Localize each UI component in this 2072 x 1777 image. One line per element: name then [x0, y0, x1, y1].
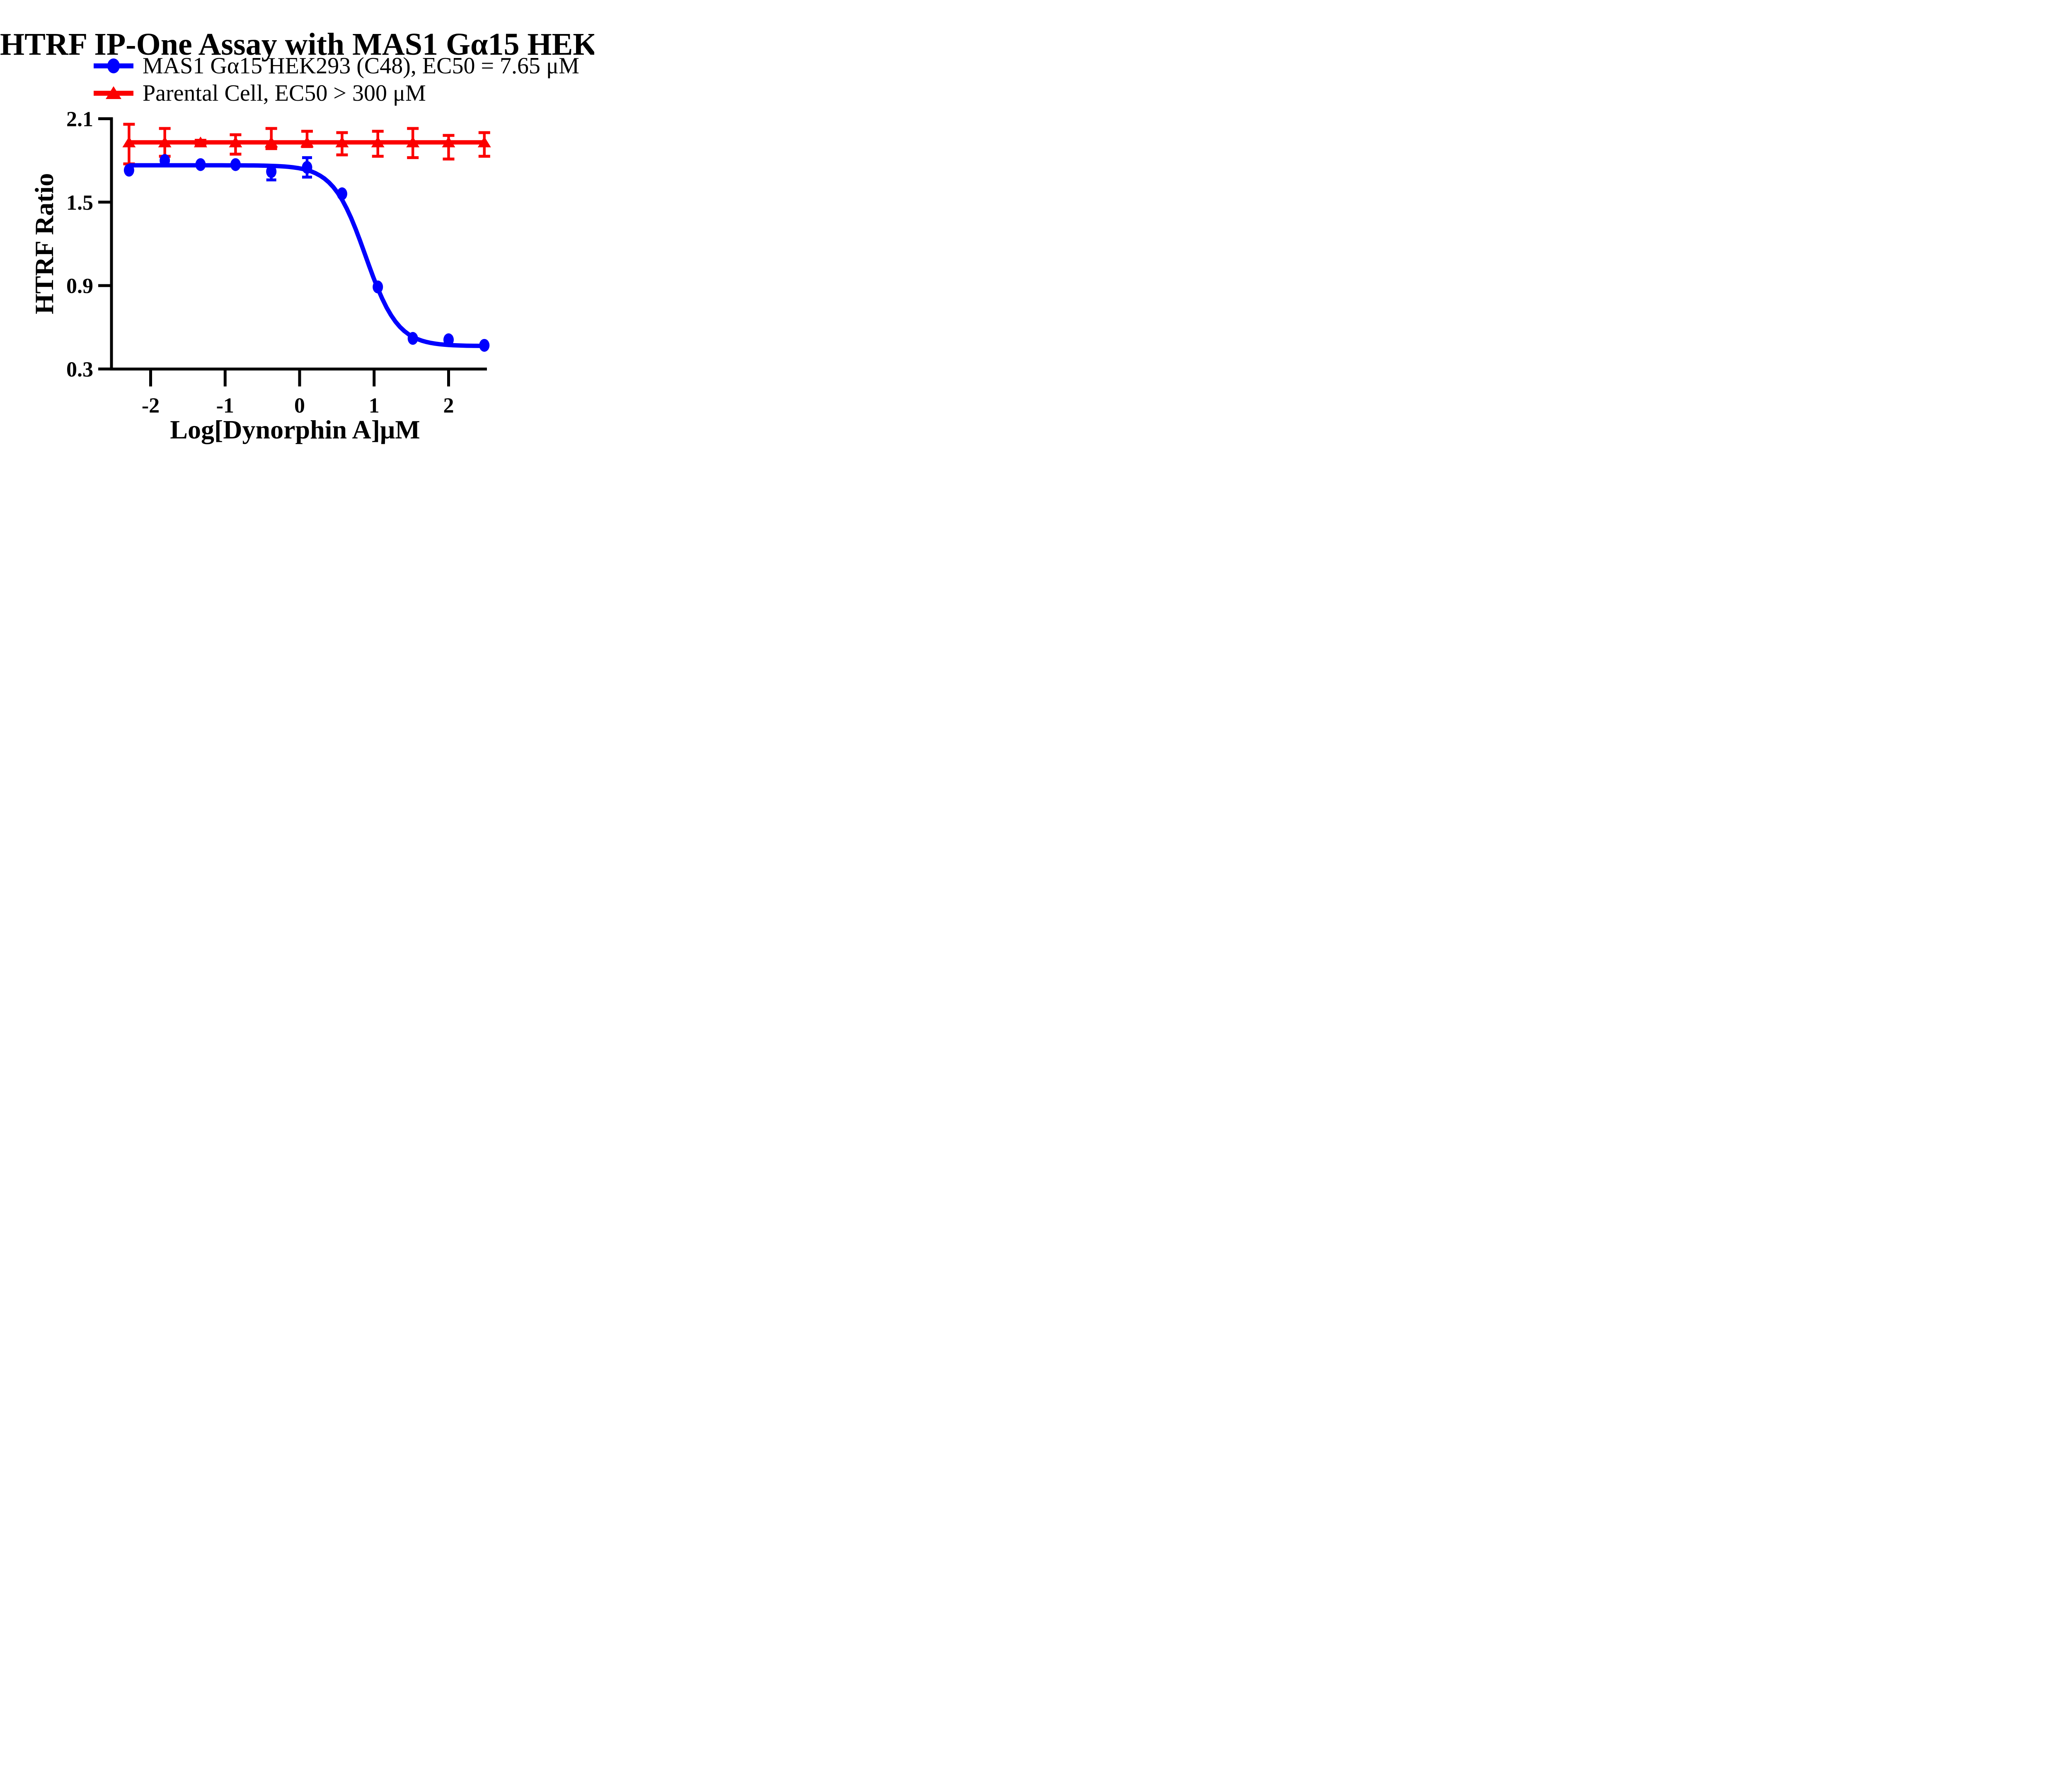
- data-point-circle: [479, 339, 490, 352]
- plot-area: 2.1 1.5 0.9 0.3 -2 -1 0 1 2 Log[Dynorphin A]μM HTR…: [29, 108, 491, 444]
- data-point-circle: [302, 161, 312, 174]
- data-point-triangle: [122, 136, 136, 148]
- x-tick-label: -2: [142, 394, 160, 418]
- data-point-circle: [407, 332, 418, 345]
- y-tick-label: 0.3: [66, 358, 93, 381]
- chart-title: HTRF IP-One Assay with MAS1 Gα15 HEK293（…: [0, 27, 594, 62]
- data-point-circle: [266, 165, 277, 178]
- data-point-triangle: [477, 136, 491, 148]
- legend-symbol-triangle-icon: [94, 86, 133, 99]
- legend-circle-icon: [107, 58, 120, 73]
- data-point-circle: [160, 154, 170, 167]
- data-point-triangle: [264, 136, 278, 148]
- data-point-triangle: [442, 136, 455, 148]
- figure: HTRF IP-One Assay with MAS1 Gα15 HEK293（…: [0, 0, 594, 444]
- data-point-circle: [230, 158, 241, 171]
- legend-triangle-icon: [106, 86, 121, 99]
- data-point-circle: [443, 333, 454, 346]
- data-point-circle: [123, 164, 134, 177]
- data-point-circle: [336, 187, 347, 201]
- legend: MAS1 Gα15 HEK293 (C48), EC50 = 7.65 μM P…: [93, 52, 579, 107]
- x-tick-label: -1: [216, 394, 234, 418]
- x-tick-label: 1: [369, 394, 380, 418]
- y-tick-label: 1.5: [66, 191, 93, 215]
- y-tick-label: 2.1: [66, 108, 93, 131]
- x-tick-label: 0: [294, 394, 305, 418]
- legend-symbol-circle-icon: [94, 58, 133, 73]
- data-point-triangle: [406, 136, 420, 148]
- y-axis-title: HTRF Ratio: [29, 173, 59, 315]
- legend-item-parental: Parental Cell, EC50 > 300 μM: [93, 80, 579, 107]
- data-point-triangle: [335, 136, 349, 148]
- legend-label-mas1: MAS1 Gα15 HEK293 (C48), EC50 = 7.65 μM: [143, 53, 579, 79]
- legend-label-parental: Parental Cell, EC50 > 300 μM: [143, 80, 426, 106]
- y-tick-label: 0.9: [66, 274, 93, 298]
- data-point-triangle: [300, 136, 314, 148]
- x-tick-label: 2: [443, 394, 454, 418]
- data-point-circle: [373, 280, 383, 293]
- x-axis-title: Log[Dynorphin A]μM: [170, 415, 420, 444]
- data-point-triangle: [371, 136, 385, 148]
- fit-line: [129, 163, 484, 348]
- data-point-triangle: [229, 136, 242, 148]
- data-point-circle: [195, 158, 206, 171]
- data-point-triangle: [158, 136, 172, 148]
- legend-item-mas1: MAS1 Gα15 HEK293 (C48), EC50 = 7.65 μM: [93, 52, 579, 80]
- data-point-triangle: [194, 136, 207, 148]
